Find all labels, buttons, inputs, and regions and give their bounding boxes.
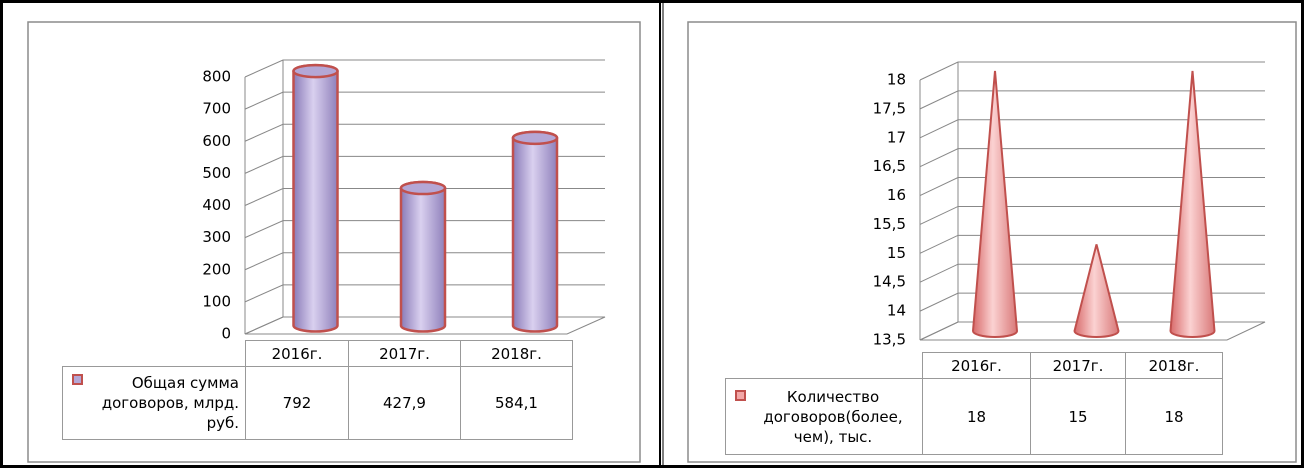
legend-cell: Общая сумма договоров, млрд. руб. — [62, 366, 246, 440]
y-tick-label: 0 — [221, 325, 231, 343]
data-cell: 584,1 — [460, 366, 573, 440]
y-tick-label: 400 — [202, 196, 231, 214]
y-tick-label: 17,5 — [873, 99, 906, 117]
y-tick-label: 16,5 — [873, 157, 906, 175]
y-tick-label: 700 — [202, 100, 231, 118]
category-header: 2016г. — [245, 340, 349, 367]
cone — [1169, 70, 1216, 338]
y-tick-label: 200 — [202, 260, 231, 278]
grid-line — [919, 205, 1265, 225]
bar-top — [292, 63, 339, 79]
category-header: 2017г. — [348, 340, 461, 367]
grid-line — [919, 234, 1265, 254]
y-tick-label: 15,5 — [873, 215, 906, 233]
data-cell: 18 — [922, 378, 1031, 455]
grid-line — [244, 252, 605, 271]
grid-line — [919, 148, 1265, 168]
bar — [511, 130, 559, 333]
grid-line — [244, 59, 605, 78]
grid-line — [919, 177, 1265, 197]
cone — [1073, 244, 1120, 338]
bar — [399, 180, 447, 333]
grid-line — [244, 284, 605, 303]
y-tick-label: 18 — [887, 71, 906, 89]
data-cell: 792 — [245, 366, 349, 440]
data-cell: 18 — [1125, 378, 1223, 455]
y-tick-label: 100 — [202, 292, 231, 310]
category-header: 2016г. — [922, 352, 1031, 379]
y-tick-label: 13,5 — [873, 331, 906, 349]
grid-line — [919, 61, 1265, 81]
grid-line — [919, 119, 1265, 139]
y-tick-label: 800 — [202, 68, 231, 86]
grid-line — [919, 90, 1265, 110]
cone — [971, 70, 1019, 338]
category-header: 2017г. — [1030, 352, 1126, 379]
y-tick-label: 14 — [887, 302, 906, 320]
y-tick-label: 500 — [202, 164, 231, 182]
legend-cell: Количество договоров(более, чем), тыс. — [725, 378, 923, 455]
bar — [292, 63, 339, 333]
grid-line — [244, 220, 605, 239]
data-cell: 427,9 — [348, 366, 461, 440]
y-tick-label: 15 — [887, 244, 906, 262]
grid-line — [244, 123, 605, 142]
grid-line — [244, 91, 605, 110]
y-tick-label: 17 — [887, 128, 906, 146]
y-tick-label: 14,5 — [873, 273, 906, 291]
bar-top — [511, 130, 559, 146]
category-header: 2018г. — [460, 340, 573, 367]
legend-swatch — [72, 374, 83, 385]
category-header: 2018г. — [1125, 352, 1223, 379]
y-tick-label: 600 — [202, 132, 231, 150]
grid-line — [919, 263, 1265, 283]
grid-line — [244, 316, 605, 335]
legend-swatch — [735, 390, 746, 401]
y-tick-label: 300 — [202, 228, 231, 246]
data-cell: 15 — [1030, 378, 1126, 455]
grid-line — [919, 292, 1265, 312]
grid-line — [244, 188, 605, 206]
grid-line — [244, 155, 605, 174]
grid-line — [919, 321, 1265, 341]
bar-top — [399, 180, 447, 196]
y-tick-label: 16 — [887, 186, 906, 204]
